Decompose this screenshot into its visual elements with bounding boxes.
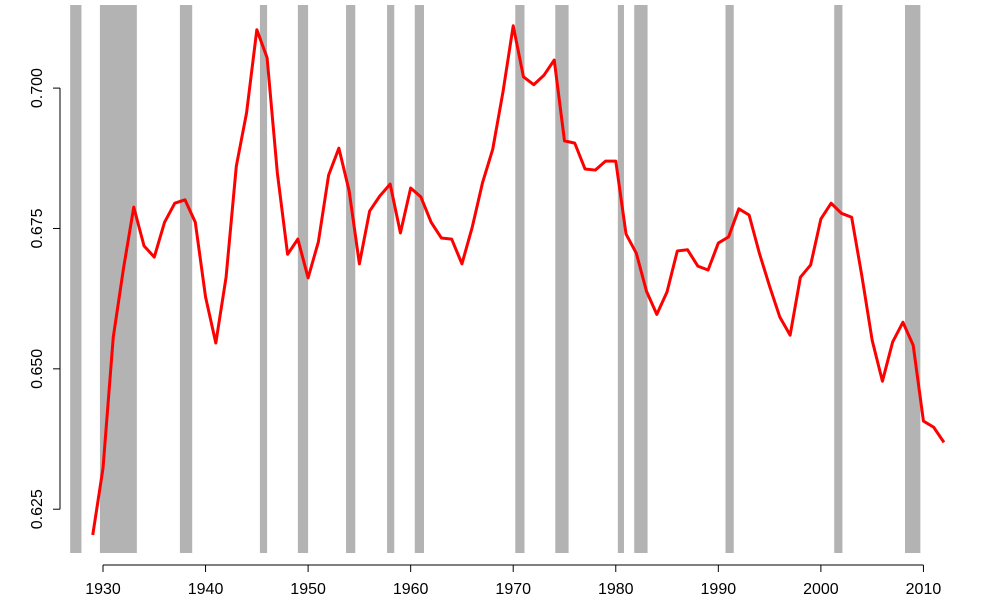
recession-band	[515, 5, 525, 553]
recession-band	[617, 5, 624, 553]
recession-band	[99, 5, 137, 553]
y-tick-label: 0.625	[29, 489, 46, 529]
x-tick-label: 1980	[598, 581, 634, 598]
recession-band	[414, 5, 424, 553]
recession-band	[725, 5, 734, 553]
recession-band	[179, 5, 193, 553]
recession-band	[387, 5, 395, 553]
y-tick-label: 0.650	[29, 349, 46, 389]
recession-band	[70, 5, 82, 553]
data-line	[91, 24, 946, 536]
recession-band	[634, 5, 648, 553]
x-tick-label: 1930	[85, 581, 121, 598]
recession-band	[297, 5, 309, 553]
y-tick-label: 0.700	[29, 68, 46, 108]
recession-band	[904, 5, 921, 553]
x-tick-label: 2000	[803, 581, 839, 598]
x-tick-label: 1970	[495, 581, 531, 598]
x-tick-label: 1990	[701, 581, 737, 598]
x-tick-label: 1960	[393, 581, 429, 598]
recession-band	[834, 5, 843, 553]
x-tick-label: 2010	[906, 581, 942, 598]
x-tick-label: 1950	[290, 581, 326, 598]
y-tick-label: 0.675	[29, 208, 46, 248]
recession-band	[259, 5, 268, 553]
recession-band	[346, 5, 356, 553]
x-tick-label: 1940	[188, 581, 224, 598]
